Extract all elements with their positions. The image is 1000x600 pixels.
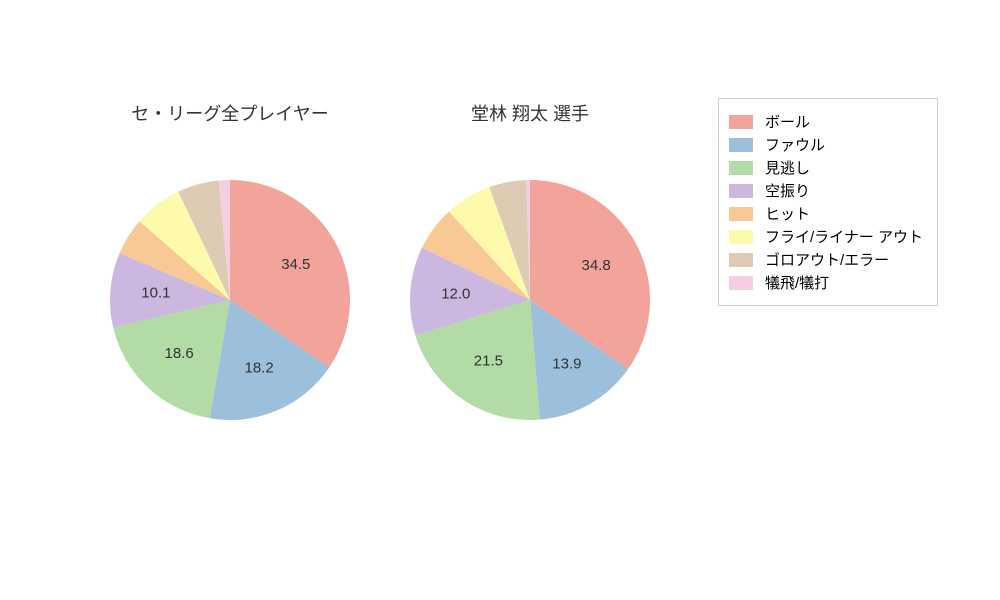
legend: ボールファウル見逃し空振りヒットフライ/ライナー アウトゴロアウト/エラー犠飛/… <box>718 98 938 306</box>
chart-container: セ・リーグ全プレイヤー 堂林 翔太 選手 34.518.218.610.134.… <box>0 0 1000 600</box>
slice-value-label: 18.6 <box>164 345 193 362</box>
legend-swatch <box>729 115 753 129</box>
legend-swatch <box>729 253 753 267</box>
legend-label: ヒット <box>765 203 810 224</box>
legend-label: フライ/ライナー アウト <box>765 226 923 247</box>
legend-label: ファウル <box>765 134 825 155</box>
legend-swatch <box>729 161 753 175</box>
legend-item: ゴロアウト/エラー <box>729 249 923 270</box>
legend-label: 空振り <box>765 180 810 201</box>
legend-swatch <box>729 230 753 244</box>
slice-value-label: 21.5 <box>474 353 503 370</box>
slice-value-label: 34.5 <box>281 256 310 273</box>
legend-swatch <box>729 184 753 198</box>
legend-swatch <box>729 207 753 221</box>
legend-item: ヒット <box>729 203 923 224</box>
slice-value-label: 18.2 <box>244 359 273 376</box>
slice-value-label: 34.8 <box>581 257 610 274</box>
legend-label: 犠飛/犠打 <box>765 272 829 293</box>
legend-item: 見逃し <box>729 157 923 178</box>
slice-value-label: 12.0 <box>441 285 470 302</box>
legend-item: ファウル <box>729 134 923 155</box>
legend-label: ボール <box>765 111 810 132</box>
legend-item: ボール <box>729 111 923 132</box>
legend-item: フライ/ライナー アウト <box>729 226 923 247</box>
legend-label: ゴロアウト/エラー <box>765 249 889 270</box>
legend-label: 見逃し <box>765 157 810 178</box>
legend-item: 空振り <box>729 180 923 201</box>
slice-value-label: 13.9 <box>552 356 581 373</box>
slice-value-label: 10.1 <box>141 285 170 302</box>
legend-item: 犠飛/犠打 <box>729 272 923 293</box>
legend-swatch <box>729 138 753 152</box>
legend-swatch <box>729 276 753 290</box>
